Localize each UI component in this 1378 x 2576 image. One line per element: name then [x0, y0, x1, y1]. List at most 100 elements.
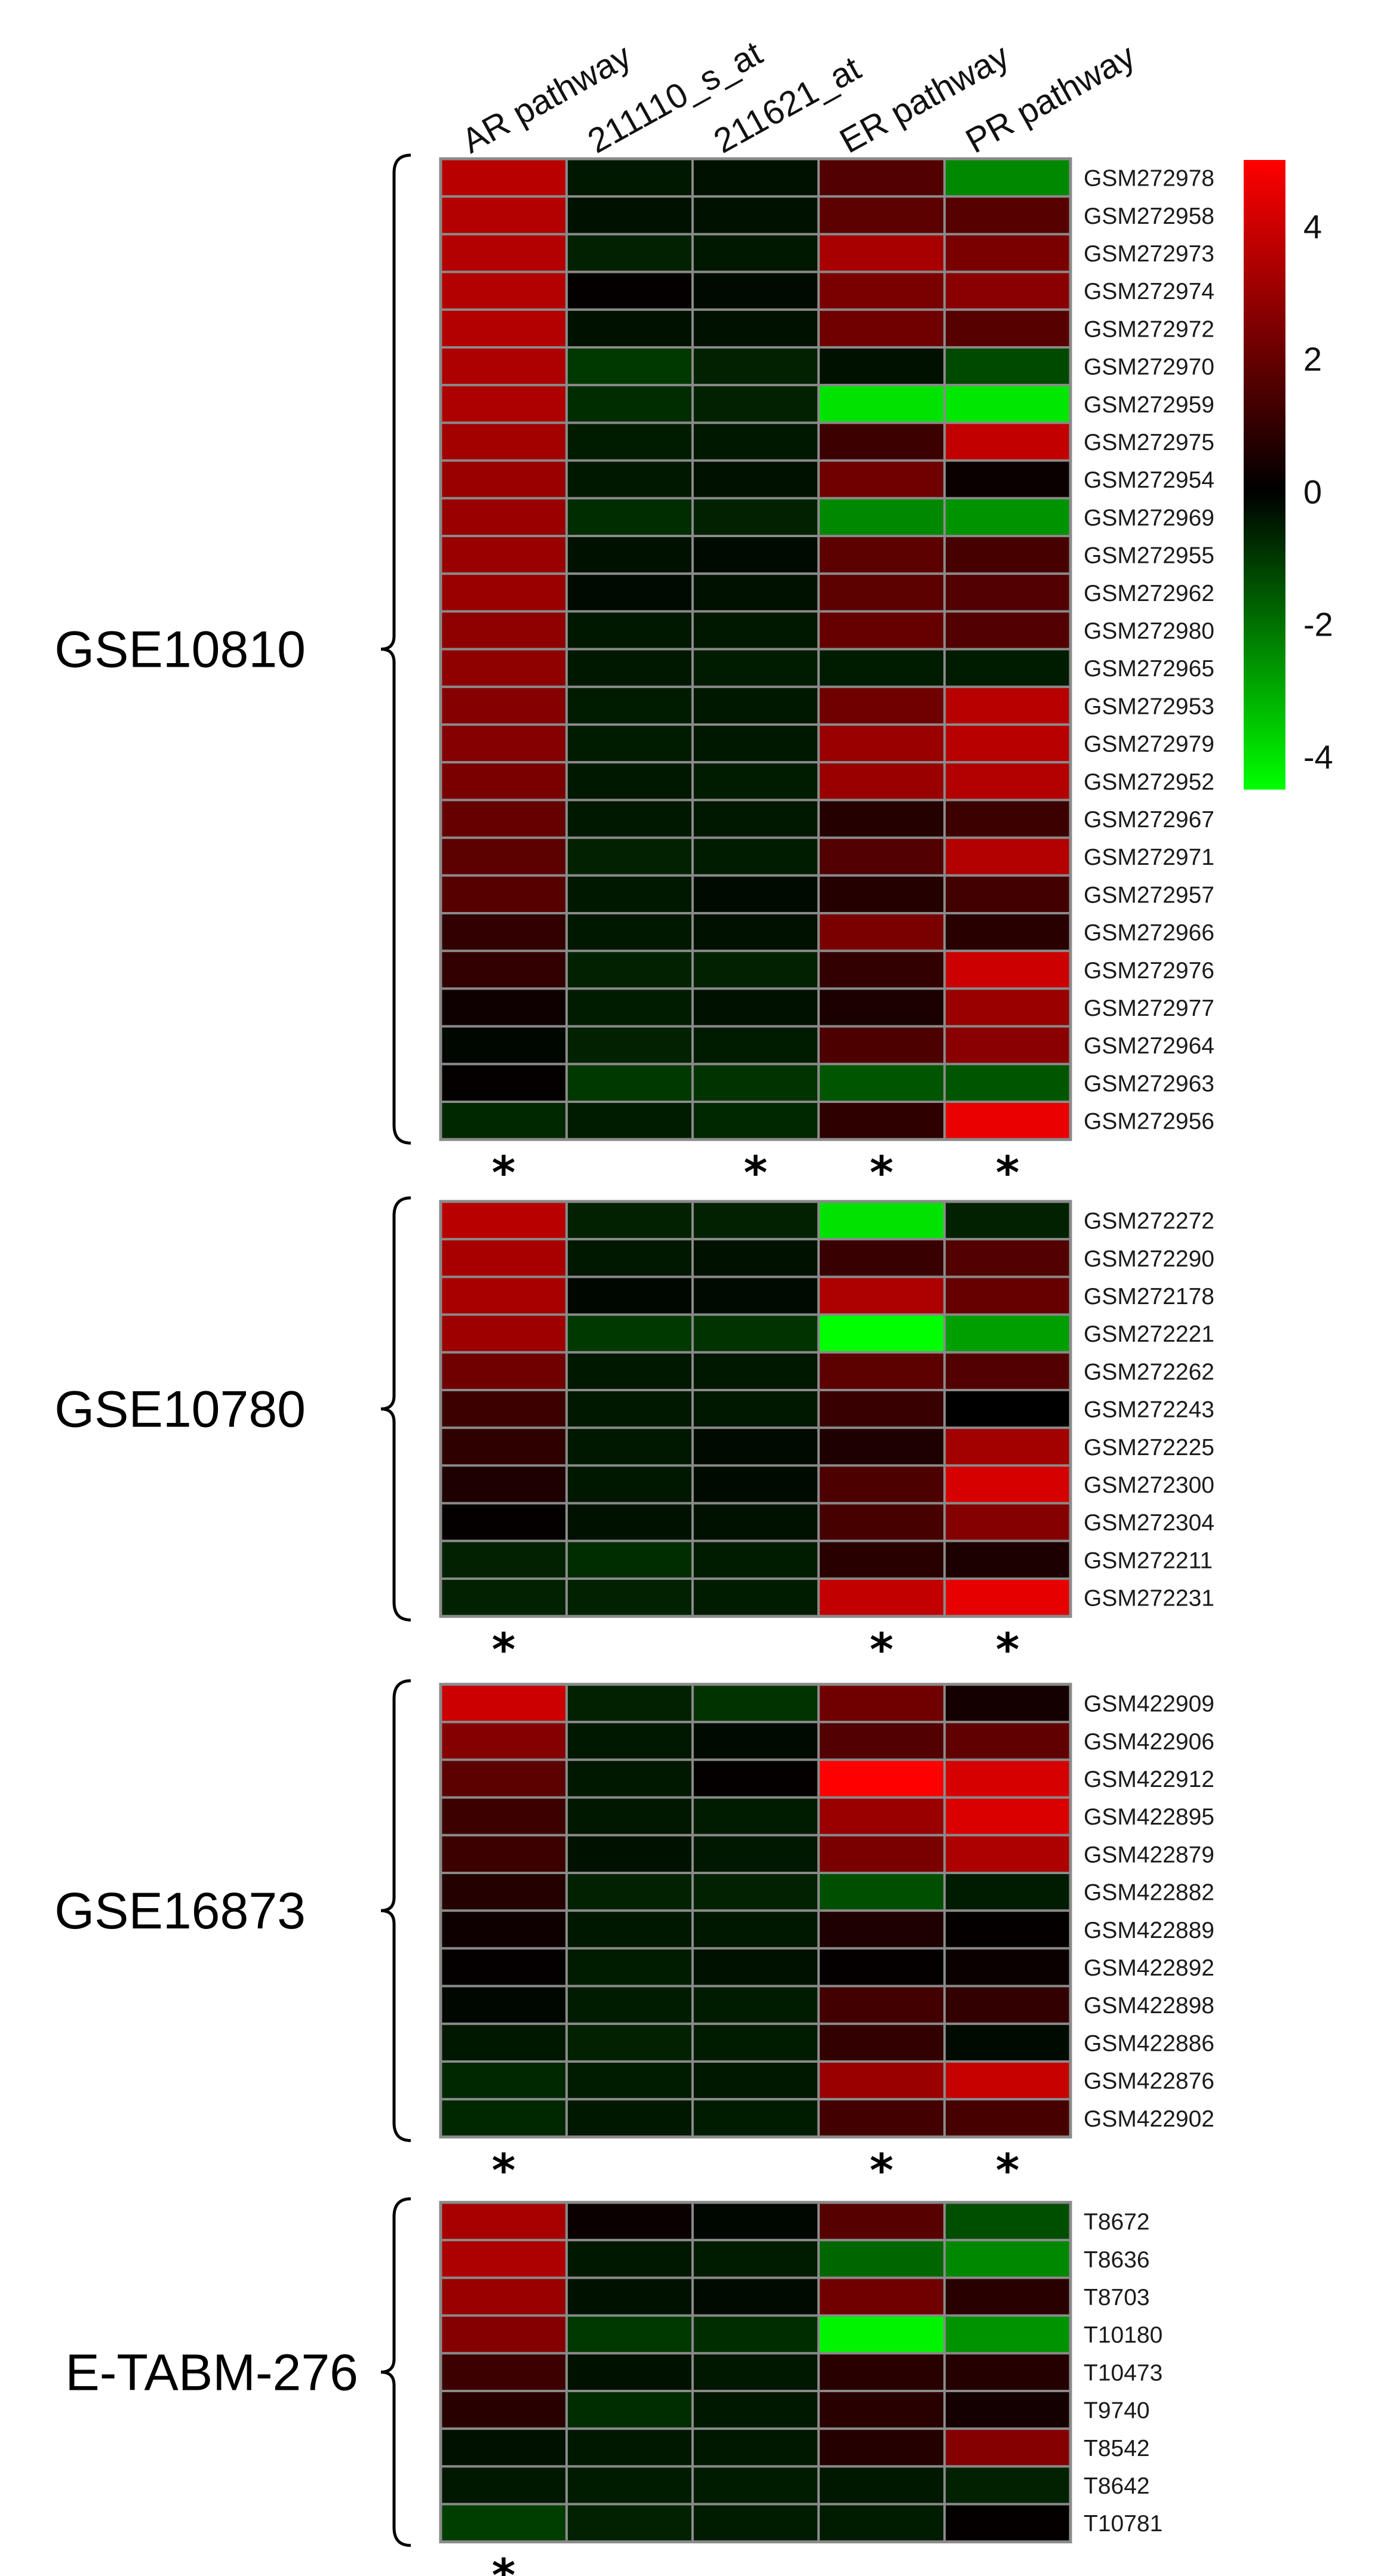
significance-star: * — [744, 1146, 768, 1199]
heatmap-cell — [943, 912, 1072, 953]
heatmap-cell — [817, 535, 946, 575]
heatmap-cell — [691, 1275, 820, 1316]
heatmap-cell — [439, 2098, 568, 2139]
heatmap-cell — [691, 950, 820, 990]
heatmap-cell — [691, 421, 820, 462]
sample-label: GSM422906 — [1084, 1729, 1214, 1755]
heatmap-cell — [565, 1502, 694, 1542]
heatmap-cell — [691, 2314, 820, 2355]
heatmap-cell — [565, 1577, 694, 1618]
heatmap-cell — [817, 950, 946, 990]
heatmap-cell — [565, 799, 694, 839]
heatmap-cell — [943, 1758, 1072, 1799]
heatmap-cell — [691, 384, 820, 424]
heatmap-cell — [817, 2503, 946, 2543]
heatmap-cell — [565, 1238, 694, 1278]
heatmap-cell — [817, 761, 946, 802]
color-scale-legend: 4 2 0 -2 -4 — [1244, 160, 1333, 790]
heatmap-panels: GSM272978 GSM272958 GSM272973 GSM272974 GSM2… — [54, 153, 1214, 2576]
heatmap-cell — [439, 308, 568, 349]
sample-label: GSM272972 — [1084, 316, 1214, 342]
heatmap-cell — [439, 1985, 568, 2025]
heatmap-cell — [565, 1758, 694, 1799]
heatmap-cell — [691, 1872, 820, 1912]
sample-label: GSM272225 — [1084, 1435, 1214, 1460]
color-scale-tick: -2 — [1303, 605, 1333, 643]
heatmap-cell — [691, 2276, 820, 2317]
heatmap-cell — [691, 308, 820, 349]
sample-label: T8642 — [1084, 2473, 1150, 2499]
heatmap-cell — [943, 233, 1072, 273]
heatmap-cell — [439, 2390, 568, 2430]
heatmap-cell — [439, 761, 568, 802]
heatmap-cell — [943, 987, 1072, 1028]
heatmap-cell — [817, 1985, 946, 2025]
heatmap-cell — [439, 1389, 568, 1429]
heatmap-cell — [439, 2427, 568, 2468]
sample-label: GSM272262 — [1084, 1359, 1214, 1385]
heatmap-cell — [565, 2427, 694, 2468]
heatmap-cell — [565, 2060, 694, 2101]
heatmap-cell — [817, 2098, 946, 2139]
sample-label: T10781 — [1084, 2511, 1162, 2537]
heatmap-cell — [565, 384, 694, 424]
heatmap-cell — [565, 1947, 694, 1988]
heatmap-cell — [439, 648, 568, 688]
heatmap-cell — [439, 1101, 568, 1141]
heatmap-cell — [943, 1389, 1072, 1429]
heatmap-cell — [943, 1351, 1072, 1392]
color-scale-tick: 0 — [1303, 473, 1322, 510]
heatmap-cell — [439, 1200, 568, 1241]
heatmap-cell — [817, 1389, 946, 1429]
heatmap-cell — [817, 233, 946, 273]
panel-frame — [439, 2201, 1072, 2544]
heatmap-cell — [817, 1909, 946, 1950]
heatmap-cell — [439, 2314, 568, 2355]
dataset-bracket — [380, 153, 411, 1145]
heatmap-cell — [691, 874, 820, 915]
heatmap-cell — [439, 1721, 568, 1761]
sample-label: GSM272963 — [1084, 1071, 1214, 1096]
heatmap-cell — [943, 384, 1072, 424]
heatmap-cell — [817, 2022, 946, 2063]
color-scale-tick: 4 — [1303, 208, 1322, 245]
sample-label: GSM272971 — [1084, 845, 1214, 870]
dataset-panel: GSM272978 GSM272958 GSM272973 GSM272974 GSM2… — [54, 153, 1214, 1199]
heatmap-cell — [439, 685, 568, 726]
heatmap-cell — [691, 761, 820, 802]
heatmap-cell — [943, 1313, 1072, 1354]
heatmap-cell — [817, 1834, 946, 1875]
heatmap-cell — [439, 836, 568, 877]
heatmap-cell — [817, 2352, 946, 2393]
sample-label: GSM422912 — [1084, 1767, 1214, 1792]
heatmap-cell — [439, 1577, 568, 1618]
heatmap-cell — [691, 158, 820, 198]
heatmap-cell — [943, 308, 1072, 349]
heatmap-cell — [439, 1062, 568, 1104]
heatmap-cell — [439, 1351, 568, 1392]
heatmap-cell — [817, 572, 946, 613]
sample-label: GSM272969 — [1084, 505, 1214, 531]
heatmap-cell — [943, 761, 1072, 802]
heatmap-cell — [943, 1909, 1072, 1950]
sample-label: GSM272221 — [1084, 1321, 1214, 1347]
dataset-label: GSE10810 — [54, 621, 306, 679]
heatmap-cell — [439, 158, 568, 198]
heatmap-cell — [817, 1464, 946, 1505]
sample-label: GSM422876 — [1084, 2069, 1214, 2094]
sample-label: GSM272211 — [1084, 1548, 1213, 1573]
heatmap-cell — [565, 572, 694, 613]
heatmap-cell — [565, 2239, 694, 2279]
heatmap-cell — [943, 1238, 1072, 1278]
panel-frame — [439, 1200, 1072, 1618]
heatmap-cell — [565, 1389, 694, 1429]
sample-label: GSM272966 — [1084, 920, 1214, 946]
significance-star: * — [492, 1623, 516, 1676]
significance-star: * — [870, 1146, 894, 1199]
heatmap-cell — [943, 2503, 1072, 2543]
heatmap-cell — [565, 912, 694, 953]
heatmap-cell — [817, 874, 946, 915]
heatmap-cell — [817, 2465, 946, 2506]
heatmap-cell — [565, 1025, 694, 1065]
